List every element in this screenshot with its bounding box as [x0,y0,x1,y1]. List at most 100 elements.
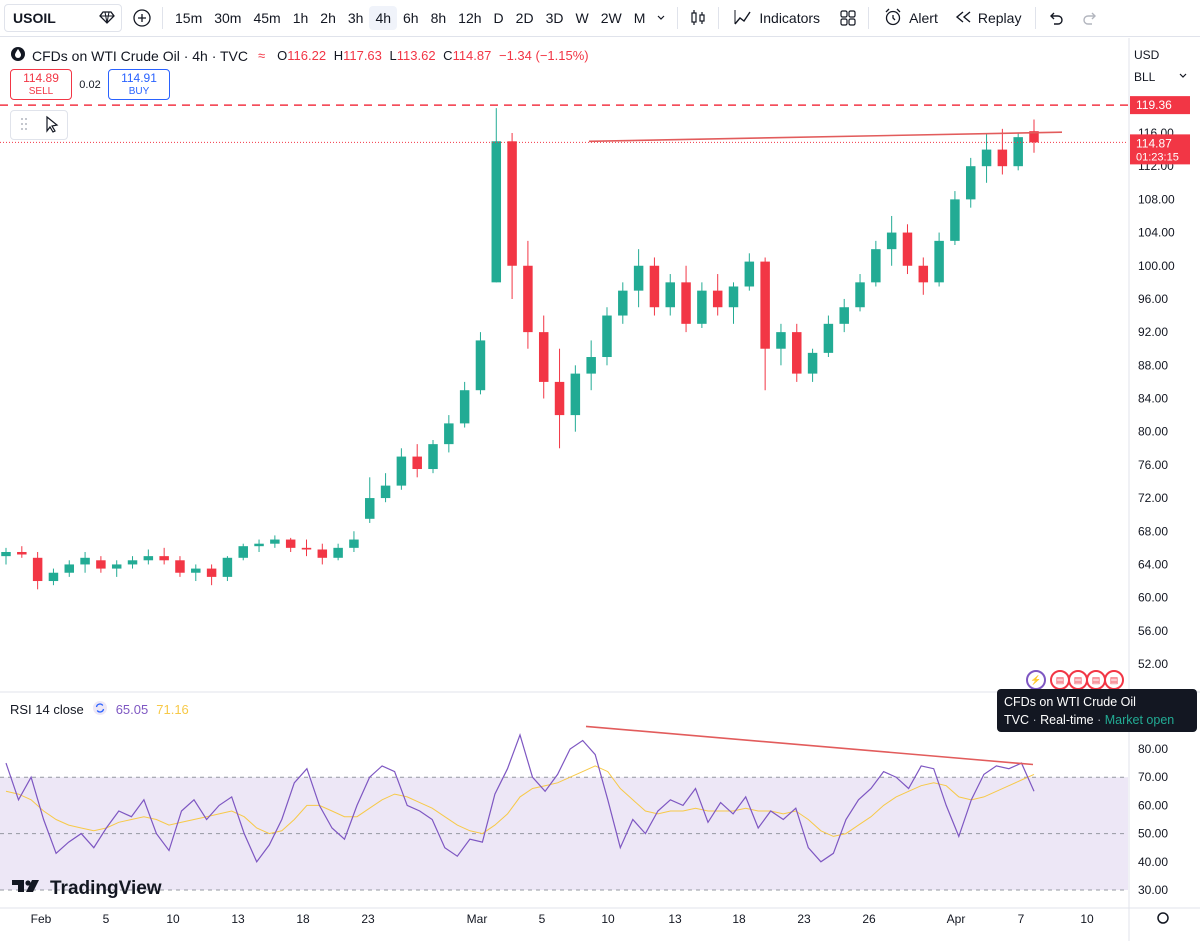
candle-body [823,323,834,353]
symbol-search[interactable]: USOIL [4,4,122,32]
price-tick-label: 60.00 [1138,591,1168,605]
interval-6h[interactable]: 6h [403,10,419,26]
tooltip-meta: TVC · Real-time · Market open [1004,711,1190,729]
candle-body [301,547,312,550]
close-value: 114.87 [452,48,492,63]
divider [868,7,870,29]
resistance-trendline [588,131,1063,143]
price-tick-label: 96.00 [1138,292,1168,306]
drawing-tools-mini [10,110,68,140]
alert-button[interactable]: Alert [875,3,946,34]
rsi-label[interactable]: RSI 14 close [10,702,84,717]
rsi-tick-label: 70.00 [1138,770,1168,784]
divider [1035,7,1037,29]
symbol-label: USOIL [13,10,56,26]
interval-d[interactable]: D [493,10,504,26]
high-label: H [333,48,344,63]
indicators-label: Indicators [759,10,821,26]
chart-area[interactable]: 52.00 56.00 60.00 64.00 68.00 72.00 76.00 80.00… [0,38,1200,941]
price-tick-label: 88.00 [1138,358,1168,372]
chevron-down-icon[interactable] [651,4,671,32]
replay-label: Replay [977,10,1022,26]
price-tick-label: 64.00 [1138,557,1168,571]
chart-canvas[interactable]: 52.00 56.00 60.00 64.00 68.00 72.00 76.00 80.00… [0,38,1200,941]
indicators-icon [733,8,753,29]
interval-45m[interactable]: 45m [253,10,281,26]
cursor-arrow-icon[interactable] [45,115,59,136]
interval-2h[interactable]: 2h [320,10,336,26]
line-price-label: 119.36 [1136,98,1172,112]
interval-w[interactable]: W [575,10,589,26]
us-flag-icon[interactable]: ▤ [1104,670,1124,690]
price-tick-label: 52.00 [1138,657,1168,671]
candle-body [902,232,913,266]
chart-title[interactable]: CFDs on WTI Crude Oil · 4h · TVC [32,47,249,64]
replay-button[interactable]: Replay [946,5,1030,32]
drag-handle-icon[interactable] [20,117,28,134]
spread-value: 0.02 [79,78,101,91]
candle-body [191,568,201,573]
chevron-down-icon [1178,70,1188,84]
candle-body [697,290,707,324]
interval-3h[interactable]: 3h [347,10,364,26]
sell-label: SELL [28,86,54,97]
settings-gear-icon [1157,912,1169,924]
candle-body [950,199,960,241]
interval-15m[interactable]: 15m [175,10,203,26]
currency-select[interactable]: USD [1130,44,1192,66]
candle-body [776,332,786,349]
refresh-icon[interactable] [92,700,108,719]
interval-8h[interactable]: 8h [430,10,447,26]
open-label: O [277,48,288,63]
tooltip-dot: · [1097,713,1105,727]
main-legend: CFDs on WTI Crude Oil · 4h · TVC ≈ O116.… [10,46,589,65]
candle-body [412,456,422,470]
tradingview-logo[interactable]: TradingView [12,878,162,900]
candle-body [428,444,438,470]
unit-select[interactable]: BLL [1130,66,1192,88]
buy-button[interactable]: 114.91 BUY [108,69,170,100]
candle-body [175,560,185,573]
candle-body [444,423,454,445]
tooltip-mode: Real-time [1040,713,1094,727]
interval-1h[interactable]: 1h [292,10,309,26]
lightning-icon[interactable]: ⚡ [1026,670,1046,690]
divider [162,7,163,29]
candle-body [1,551,11,557]
candle-body [918,265,929,283]
interval-list: 15m 30m 45m 1h 2h 3h 4h 6h 8h 12h D 2D 3… [169,4,671,32]
time-tick-label: 5 [103,912,110,926]
us-flag-icon[interactable]: ▤ [1050,670,1070,690]
buy-price: 114.91 [121,71,157,85]
time-tick-label: 13 [668,912,682,926]
layouts-grid-icon[interactable] [834,4,862,32]
candle-body [270,539,280,544]
undo-icon[interactable] [1042,4,1070,32]
indicators-button[interactable]: Indicators [725,4,828,33]
time-tick-label: Feb [31,912,52,926]
us-flag-icon[interactable]: ▤ [1086,670,1106,690]
candle-body [507,141,517,266]
change-value: −1.34 (−1.15%) [498,48,589,63]
interval-2w[interactable]: 2W [600,10,622,26]
rsi-ma-value: 71.16 [156,702,189,717]
tooltip-dot: · [1032,713,1041,727]
interval-3d[interactable]: 3D [545,10,564,26]
compare-add-icon[interactable] [128,4,156,32]
diamond-icon[interactable] [99,9,115,28]
candle-style-icon[interactable] [684,4,712,32]
candle-body [317,549,328,558]
us-flag-icon[interactable]: ▤ [1068,670,1088,690]
rsi-trendline [585,725,1034,766]
candle-body [285,539,296,548]
redo-icon[interactable] [1076,4,1104,32]
interval-2d[interactable]: 2D [515,10,534,26]
interval-30m[interactable]: 30m [214,10,242,26]
sell-button[interactable]: 114.89 SELL [10,69,72,100]
line-price-badge [1130,96,1190,115]
candle-body [111,564,122,569]
price-tick-label: 84.00 [1138,392,1168,406]
interval-4h[interactable]: 4h [369,6,398,30]
interval-12h[interactable]: 12h [458,10,482,26]
interval-m[interactable]: M [633,10,646,26]
